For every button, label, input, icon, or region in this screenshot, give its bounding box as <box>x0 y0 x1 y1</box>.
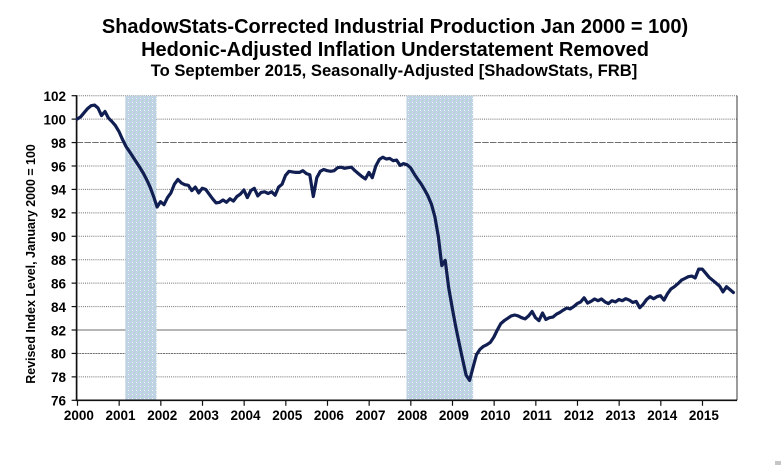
svg-text:82: 82 <box>51 323 66 338</box>
svg-text:Hedonic-Adjusted Inflation Und: Hedonic-Adjusted Inflation Understatemen… <box>141 39 649 61</box>
svg-text:92: 92 <box>51 206 66 221</box>
svg-text:2002: 2002 <box>147 408 177 423</box>
svg-text:2008: 2008 <box>397 408 428 423</box>
svg-text:94: 94 <box>51 183 67 198</box>
svg-text:76: 76 <box>51 394 67 409</box>
svg-text:2009: 2009 <box>439 408 469 423</box>
svg-text:2015: 2015 <box>689 408 720 423</box>
svg-text:2004: 2004 <box>231 408 262 423</box>
svg-text:2000: 2000 <box>64 408 94 423</box>
svg-text:78: 78 <box>51 370 67 385</box>
svg-text:90: 90 <box>51 230 66 245</box>
svg-text:2012: 2012 <box>564 408 594 423</box>
svg-text:88: 88 <box>51 253 67 268</box>
svg-text:To September 2015, Seasonally-: To September 2015, Seasonally-Adjusted [… <box>151 61 638 80</box>
svg-text:102: 102 <box>43 89 66 104</box>
svg-text:2006: 2006 <box>314 408 345 423</box>
svg-text:2001: 2001 <box>106 408 137 423</box>
svg-text:2010: 2010 <box>481 408 511 423</box>
svg-text:Revised Index Level, January 2: Revised Index Level, January 2000 = 100 <box>24 144 38 384</box>
svg-text:84: 84 <box>51 300 67 315</box>
svg-text:2003: 2003 <box>189 408 220 423</box>
svg-text:2014: 2014 <box>647 408 678 423</box>
svg-text:86: 86 <box>51 276 67 291</box>
svg-text:98: 98 <box>51 136 67 151</box>
svg-text:2011: 2011 <box>523 408 553 423</box>
svg-text:100: 100 <box>43 112 66 127</box>
svg-text:2013: 2013 <box>606 408 637 423</box>
svg-text:80: 80 <box>51 347 66 362</box>
svg-text:2005: 2005 <box>272 408 303 423</box>
svg-text:96: 96 <box>51 159 67 174</box>
svg-text:2007: 2007 <box>356 408 386 423</box>
svg-text:ShadowStats-Corrected Industri: ShadowStats-Corrected Industrial Product… <box>102 16 688 38</box>
